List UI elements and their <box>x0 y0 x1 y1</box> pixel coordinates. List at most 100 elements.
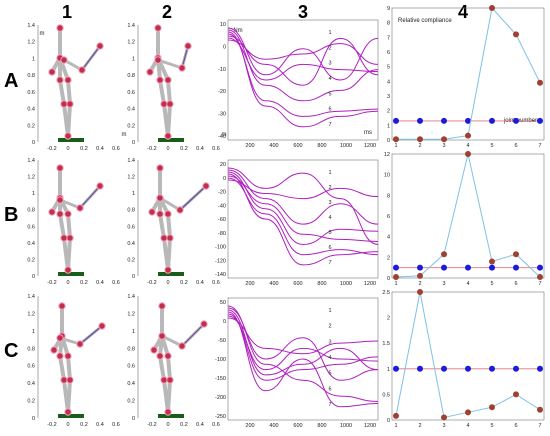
skeleton-joint <box>166 100 174 108</box>
torque-x-tick: 200 <box>245 281 254 287</box>
skeleton-y-tick: 1 <box>132 191 135 197</box>
torque-curve-label: 3 <box>328 200 331 206</box>
skeleton-joint <box>64 76 72 84</box>
compliance-x-tick: 7 <box>538 281 541 287</box>
skeleton-x-tick: 0.2 <box>80 146 88 152</box>
skeleton-x-tick: 0.4 <box>196 280 204 286</box>
skeleton-joint <box>154 56 162 64</box>
skeleton-joint <box>158 332 166 340</box>
skeleton-x-tick: 0.4 <box>196 146 204 152</box>
compliance-point <box>417 136 423 143</box>
skeleton-y-tick: 0.6 <box>127 90 135 96</box>
skeleton-x-tick: 0 <box>66 422 69 428</box>
torque-y-tick: -100 <box>215 357 226 363</box>
skeleton-joint <box>48 208 56 216</box>
torque-x-tick: 1200 <box>364 423 376 429</box>
torque-curve <box>227 35 379 86</box>
skeleton-joint <box>56 164 64 172</box>
torque-curve-label: 1 <box>328 308 331 314</box>
skeleton-x-tick: 0 <box>166 146 169 152</box>
skeleton-y-tick: 0.4 <box>127 381 135 387</box>
skeleton-y-tick: 0 <box>132 416 135 422</box>
skeleton-x-tick: 0 <box>66 280 69 286</box>
compliance-baseline-point <box>537 264 543 271</box>
compliance-x-tick: 2 <box>418 281 421 287</box>
compliance-baseline-point <box>393 264 399 271</box>
compliance-y-tick: 0 <box>387 276 390 282</box>
skeleton-y-tick: 0 <box>132 140 135 146</box>
skeleton-y-tick: 1.4 <box>127 158 135 164</box>
skeleton-y-tick: 1 <box>32 56 35 62</box>
skeleton-x-tick: 0.6 <box>212 422 220 428</box>
torque-x-tick: 600 <box>293 281 302 287</box>
torque-x-tick: 1000 <box>340 143 352 149</box>
skeleton-y-tick: 0.8 <box>27 208 35 214</box>
torque-curve-label: 1 <box>328 30 331 36</box>
skeleton-base-plate <box>158 272 184 276</box>
skeleton-y-tick: 1.2 <box>27 311 35 317</box>
torque-curve <box>227 315 379 371</box>
skeleton-y-tick: 0 <box>32 416 35 422</box>
compliance-point <box>417 289 423 295</box>
compliance-y-tick: 8 <box>387 21 390 27</box>
skeleton-y-tick: 0.4 <box>127 107 135 113</box>
torque-time-unit: ms <box>364 130 372 136</box>
torque-curve <box>227 29 379 102</box>
skeleton-joint <box>158 302 166 310</box>
torque-curve <box>227 179 379 200</box>
skeleton-x-tick: -0.2 <box>47 422 56 428</box>
skeleton-y-tick: 0.8 <box>127 208 135 214</box>
skeleton-joint <box>160 376 168 384</box>
compliance-y-tick: 4 <box>387 235 390 241</box>
skeleton-joint <box>58 302 66 310</box>
compliance-point <box>441 251 447 258</box>
torque-curve-label: 6 <box>328 245 331 251</box>
compliance-point <box>489 5 495 11</box>
skeleton-y-tick: 1.2 <box>127 175 135 181</box>
skeleton-joint <box>164 408 172 416</box>
compliance-plot-frame <box>391 7 545 141</box>
torque-x-tick: 1200 <box>364 143 376 149</box>
skeleton-joint <box>66 100 74 108</box>
compliance-baseline-point <box>465 264 471 271</box>
compliance-y-tick: 7 <box>387 35 390 41</box>
torque-y-tick: -140 <box>215 272 226 278</box>
skeleton-x-tick: 0.6 <box>112 280 120 286</box>
skeleton-joint <box>150 346 158 354</box>
compliance-baseline-point <box>393 117 399 124</box>
torque-curve-label: 5 <box>328 371 331 377</box>
compliance-y-tick: 0.5 <box>382 392 390 398</box>
skeleton-joint <box>202 182 210 190</box>
skeleton-joint <box>156 76 164 84</box>
skeleton-y-tick: 1 <box>32 329 35 335</box>
skeleton-y-tick: 0.2 <box>27 257 35 263</box>
compliance-baseline-point <box>417 365 423 372</box>
skeleton-joint <box>56 196 64 204</box>
skeleton-y-tick: 0.2 <box>127 123 135 129</box>
compliance-x-tick: 1 <box>394 143 397 149</box>
compliance-y-tick: 5 <box>387 65 390 71</box>
torque-x-tick: 200 <box>245 423 254 429</box>
skeleton-joint <box>164 352 172 360</box>
skeleton-y-tick: 1 <box>32 191 35 197</box>
compliance-point <box>537 406 543 413</box>
torque-curve-label: 6 <box>328 107 331 113</box>
skeleton-x-tick: 0.6 <box>212 146 220 152</box>
skeleton-joint <box>156 210 164 218</box>
skeleton-x-tick: 0 <box>166 280 169 286</box>
row-letter-c: C <box>4 340 19 362</box>
skeleton-joint <box>48 68 56 76</box>
skeleton-x-tick: 0.6 <box>112 146 120 152</box>
torque-curve <box>227 31 379 128</box>
torque-y-tick: -60 <box>218 217 226 223</box>
skeleton-torso <box>58 304 64 358</box>
torque-curve-label: 4 <box>328 76 331 82</box>
compliance-baseline-point <box>441 365 447 372</box>
skeleton-torso <box>156 26 162 82</box>
skeleton-joint <box>64 266 72 274</box>
torque-y-tick: -30 <box>218 112 226 118</box>
torque-y-tick: -50 <box>218 338 226 344</box>
compliance-baseline-point <box>513 117 519 124</box>
torque-y-tick: -100 <box>215 245 226 251</box>
torque-y-tick: 0 <box>223 44 226 50</box>
